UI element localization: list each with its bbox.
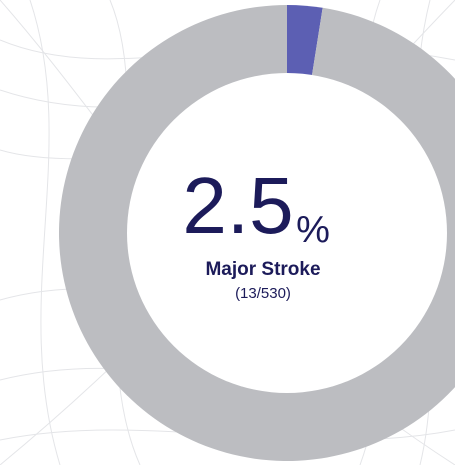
donut-hole <box>127 73 447 393</box>
center-subtitle: (13/530) <box>235 285 291 302</box>
center-label: Major Stroke <box>205 259 320 280</box>
center-value: 2.5 <box>182 161 293 250</box>
center-unit: % <box>296 209 330 251</box>
